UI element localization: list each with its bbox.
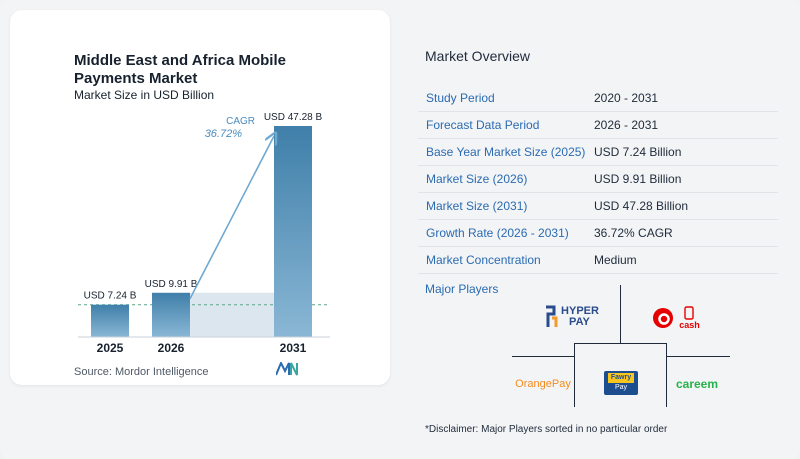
market-overview-title: Market Overview	[425, 48, 531, 64]
bar-chart: USD 7.24 B 2025 USD 9.91 B 2026 USD 47.28 B 2…	[78, 112, 330, 355]
fawry-pay-text: Pay	[614, 384, 628, 391]
growth-band	[190, 292, 274, 337]
data-label: USD 47.28 B	[264, 112, 323, 123]
row-value: 36.72% CAGR	[594, 226, 673, 240]
orangepay-text: OrangePay	[515, 378, 571, 390]
row-value: Medium	[594, 253, 637, 267]
data-label: USD 9.91 B	[145, 279, 198, 290]
row-key: Study Period	[426, 91, 495, 105]
chart-title: Middle East and Africa Mobile Payments M…	[74, 52, 286, 87]
overview-table: Study Period 2020 - 2031 Forecast Data Pe…	[418, 85, 778, 274]
vodafone-icon	[653, 308, 674, 328]
table-row: Study Period 2020 - 2031	[418, 85, 778, 112]
hyperpay-text: HYPER	[561, 305, 599, 317]
row-value: 2026 - 2031	[594, 118, 659, 132]
row-value: USD 47.28 Billion	[594, 199, 689, 213]
hyperpay-text: PAY	[569, 316, 590, 328]
row-value: USD 7.24 Billion	[594, 145, 682, 159]
player-grid-divider	[666, 356, 730, 357]
player-grid-divider	[574, 343, 666, 344]
data-label: USD 7.24 B	[84, 291, 137, 302]
row-key: Market Size (2031)	[426, 199, 528, 213]
table-row: Market Concentration Medium	[418, 247, 778, 274]
bar-2025	[91, 304, 129, 337]
player-grid-divider	[620, 285, 621, 343]
player-grid-divider	[666, 343, 667, 407]
row-key: Base Year Market Size (2025)	[426, 145, 586, 159]
table-row: Forecast Data Period 2026 - 2031	[418, 112, 778, 139]
careem-text: careem	[675, 377, 719, 391]
table-row: Market Size (2026) USD 9.91 Billion	[418, 166, 778, 193]
major-players-label: Major Players	[425, 282, 499, 296]
vodafone-cash-logo: cash	[646, 300, 706, 336]
x-tick-label: 2025	[97, 341, 124, 355]
cagr-value: 36.72%	[205, 128, 243, 140]
table-row: Base Year Market Size (2025) USD 7.24 Bil…	[418, 139, 778, 166]
table-row: Market Size (2031) USD 47.28 Billion	[418, 193, 778, 220]
hyperpay-mark-icon	[546, 305, 558, 327]
source-text: Source: Mordor Intelligence	[74, 366, 209, 378]
chart-subtitle: Market Size in USD Billion	[74, 88, 215, 102]
row-value: 2020 - 2031	[594, 91, 659, 105]
mordor-logo-icon	[276, 362, 298, 376]
phone-icon	[684, 306, 695, 320]
hyperpay-logo: HYPER PAY	[536, 302, 606, 332]
fawry-text: Fawry	[607, 373, 635, 383]
bar-2026	[152, 292, 190, 337]
bar-2031	[274, 126, 312, 337]
cagr-label: CAGR	[226, 116, 255, 127]
disclaimer-text: *Disclaimer: Major Players sorted in no …	[425, 424, 668, 435]
fawry-pay-logo: Fawry Pay	[604, 371, 638, 395]
cagr-arrow	[189, 136, 274, 300]
row-key: Market Concentration	[426, 253, 541, 267]
x-tick-label: 2026	[158, 341, 185, 355]
careem-logo: careem	[666, 372, 728, 396]
row-key: Growth Rate (2026 - 2031)	[426, 226, 569, 240]
x-tick-label: 2031	[280, 341, 307, 355]
player-grid-divider	[512, 356, 574, 357]
vodafone-cash-text: cash	[679, 320, 700, 330]
table-row: Growth Rate (2026 - 2031) 36.72% CAGR	[418, 220, 778, 247]
player-grid-divider	[574, 343, 575, 407]
row-key: Forecast Data Period	[426, 118, 540, 132]
row-key: Market Size (2026)	[426, 172, 528, 186]
row-value: USD 9.91 Billion	[594, 172, 682, 186]
orangepay-logo: OrangePay	[512, 372, 574, 396]
